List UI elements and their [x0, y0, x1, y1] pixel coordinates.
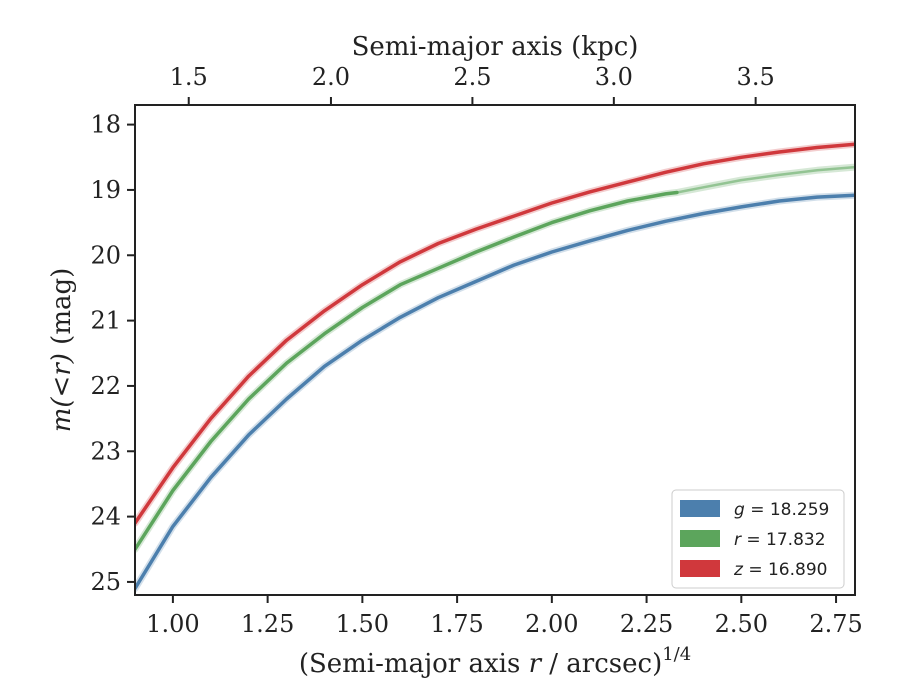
y-axis-title-var: m(<r) — [47, 353, 77, 432]
legend-swatch-g — [680, 500, 720, 517]
x-tick-label: 2.50 — [715, 610, 768, 638]
legend-swatch-r — [680, 530, 720, 547]
top-tick-label: 2.5 — [453, 63, 491, 91]
series-band-z — [135, 140, 855, 527]
legend-label-z: z = 16.890 — [733, 560, 827, 580]
top-tick-label: 2.0 — [312, 63, 350, 91]
x-tick-label: 1.25 — [241, 610, 294, 638]
x-tick-label: 2.75 — [809, 610, 862, 638]
x-axis-title-prefix: (Semi-major axis — [299, 649, 529, 679]
y-tick-label: 19 — [90, 176, 121, 204]
top-axis-title: Semi-major axis (kpc) — [352, 32, 639, 62]
top-tick-label: 3.5 — [737, 63, 775, 91]
legend-label-g: g = 18.259 — [734, 500, 829, 520]
plot-frame — [134, 104, 856, 596]
x-tick-label: 1.75 — [430, 610, 483, 638]
x-tick-label: 1.00 — [146, 610, 199, 638]
y-tick-label: 21 — [90, 307, 121, 335]
top-tick-label: 1.5 — [170, 63, 208, 91]
y-tick-label: 23 — [90, 437, 121, 465]
series-line-r — [135, 190, 679, 552]
series-line-g — [135, 193, 855, 591]
y-axis-title: m(<r) (mag) — [47, 268, 77, 433]
x-tick-label: 1.50 — [336, 610, 389, 638]
series-line-z — [135, 142, 855, 525]
top-tick-label: 3.0 — [595, 63, 633, 91]
x-axis-title-exponent: 1/4 — [662, 644, 691, 665]
y-axis-title-suffix: (mag) — [47, 268, 77, 353]
axis-ticks: 1.00 1.25 1.50 1.75 2.00 2.25 2.50 2.75 18 19 20 21… — [90, 63, 862, 638]
legend-label-r: r = 17.832 — [734, 530, 826, 550]
x-tick-label: 2.00 — [525, 610, 578, 638]
y-tick-label: 25 — [90, 568, 121, 596]
plot-lines — [135, 140, 855, 592]
y-tick-label: 24 — [90, 503, 121, 531]
x-axis-title-var: r — [529, 649, 543, 679]
y-tick-label: 22 — [90, 372, 121, 400]
y-tick-label: 18 — [90, 111, 121, 139]
y-tick-label: 20 — [90, 241, 121, 269]
x-axis-title: (Semi-major axis r / arcsec)1/4 — [299, 644, 691, 679]
x-tick-label: 2.25 — [620, 610, 673, 638]
x-axis-title-suffix: / arcsec) — [541, 649, 662, 679]
legend: g = 18.259 r = 17.832 z = 16.890 — [671, 489, 845, 589]
legend-swatch-z — [680, 560, 720, 577]
series-extrapolation-r — [676, 165, 855, 194]
